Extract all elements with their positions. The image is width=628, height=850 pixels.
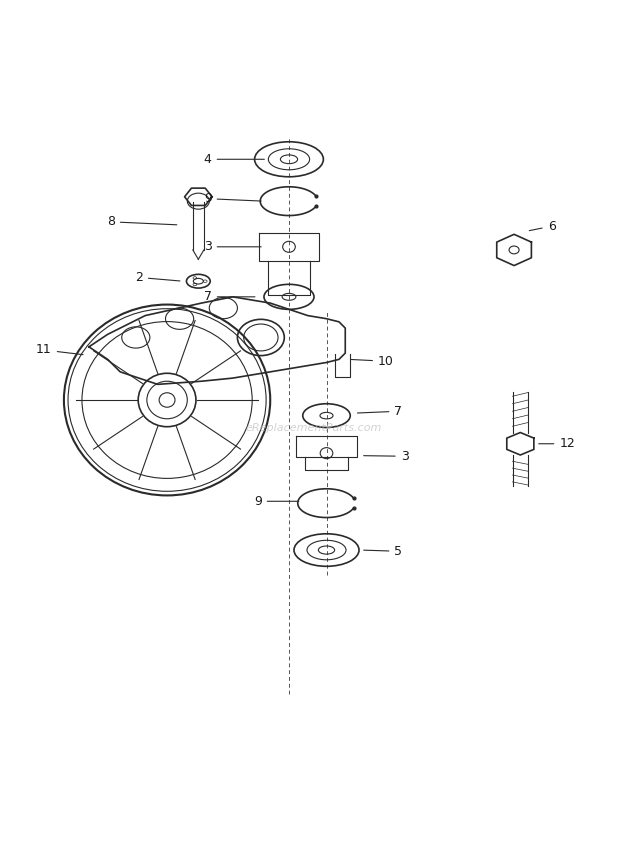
Text: eReplacementParts.com: eReplacementParts.com — [246, 423, 382, 434]
Text: 7: 7 — [357, 405, 403, 417]
Text: 2: 2 — [135, 271, 180, 284]
Text: 3: 3 — [203, 241, 261, 253]
Text: 11: 11 — [36, 343, 83, 356]
Text: 5: 5 — [364, 545, 403, 558]
Text: 3: 3 — [364, 450, 409, 462]
Text: 8: 8 — [107, 215, 177, 229]
Text: 6: 6 — [529, 219, 556, 233]
Text: 12: 12 — [539, 437, 575, 451]
Text: 9: 9 — [254, 495, 299, 507]
Text: 4: 4 — [203, 153, 264, 166]
Text: 10: 10 — [351, 354, 394, 368]
Text: 9: 9 — [203, 192, 261, 205]
Text: 7: 7 — [203, 291, 255, 303]
